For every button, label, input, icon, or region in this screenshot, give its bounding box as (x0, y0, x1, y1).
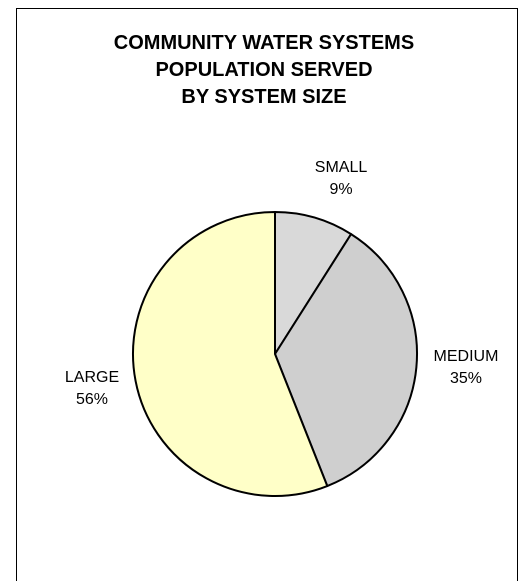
slice-name-label-medium: MEDIUM (434, 348, 499, 365)
pie-slice-small (274, 211, 353, 355)
pie-slices (132, 211, 418, 497)
chart-title-line-1: COMMUNITY WATER SYSTEMS (113, 32, 415, 54)
slice-name-label-small: SMALL (315, 159, 368, 176)
chart-title-line-2: POPULATION SERVED (155, 59, 373, 81)
slice-name-label-large: LARGE (65, 369, 119, 386)
pie-slice-medium (274, 233, 418, 488)
pie-slice-large (132, 211, 329, 497)
slice-percent-label-small: 9% (329, 181, 352, 198)
slice-percent-label-large: 56% (76, 391, 108, 408)
pie-labels: SMALL 9% MEDIUM 35% LARGE 56% (65, 159, 499, 408)
chart-title: COMMUNITY WATER SYSTEMS POPULATION SERVE… (0, 30, 528, 111)
slice-percent-label-medium: 35% (450, 370, 482, 387)
chart-title-line-3: BY SYSTEM SIZE (181, 86, 347, 108)
